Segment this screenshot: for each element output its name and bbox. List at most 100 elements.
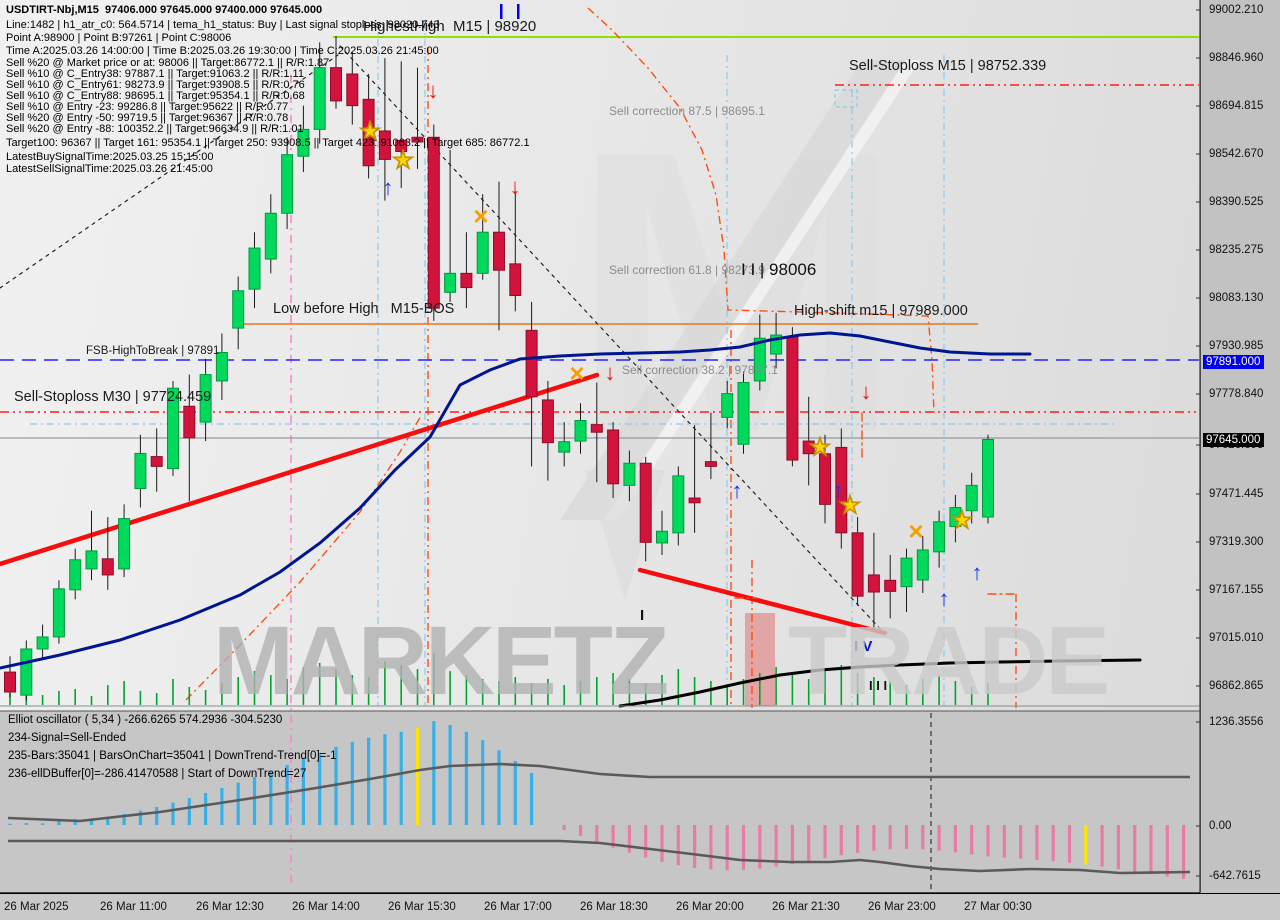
last-price-box: 97645.000: [1203, 433, 1265, 447]
oscillator-info-line: Elliot oscillator ( 5,34 ) -266.6265 574…: [8, 714, 283, 726]
candle-body: [835, 446, 848, 534]
ma-line-black[interactable]: [618, 658, 1142, 708]
candle-body: [460, 272, 473, 289]
candle-body: [982, 438, 994, 518]
annotation-wave-iii-label[interactable]: I I I: [869, 678, 888, 693]
candle-body: [965, 484, 978, 512]
watermark-logo-arrow: [585, 470, 665, 600]
price-axis[interactable]: 99002.210 98846.960 98694.815 98542.670 9839…: [1200, 0, 1280, 893]
sell-arrow-icon: ↓: [861, 379, 872, 404]
annotation-low-before-high-label[interactable]: Low before High M15-BOS: [273, 301, 455, 317]
star-marker: ★: [392, 147, 414, 174]
oscillator-upper-line[interactable]: [7, 762, 1190, 823]
candle-body: [639, 462, 652, 543]
candle-body: [134, 452, 147, 490]
candle-body: [753, 337, 766, 382]
candle-body: [85, 550, 98, 570]
candle-body: [476, 231, 489, 274]
star-marker: ★: [359, 118, 381, 145]
candle-body: [248, 247, 261, 290]
annotation-sell-correction-382-label[interactable]: Sell correction 38.2 | 97887.1: [622, 363, 778, 377]
annotation-high-shift-label[interactable]: High-shift m15 | 97989.000: [794, 303, 968, 319]
oscillator-info-line: 236-ellDBuffer[0]=-286.41470588 | Start …: [8, 768, 307, 780]
info-line: Sell %10 @ C_Entry61: 98273.9 || Target:…: [6, 79, 305, 91]
candle-body: [819, 453, 831, 505]
candle-body: [607, 429, 620, 485]
annotation-point-c-label[interactable]: I I | 98006: [741, 260, 817, 279]
price-axis-label: 98235.275: [1209, 244, 1264, 256]
candle-body: [558, 441, 571, 453]
time-axis-label: 26 Mar 12:30: [196, 901, 264, 913]
annotation-highest-high-label[interactable]: HighestHigh M15 | 98920: [363, 18, 537, 35]
watermark-logo-slash-light: [604, 60, 920, 520]
time-axis-label: 27 Mar 00:30: [964, 901, 1032, 913]
star-marker: ★: [809, 434, 831, 461]
candle-body: [493, 231, 505, 271]
candle-body: [199, 374, 212, 423]
time-axis-label: 26 Mar 11:00: [100, 901, 167, 913]
candle-body: [69, 559, 82, 591]
time-axis-label: 26 Mar 14:00: [292, 901, 360, 913]
price-axis-label: 98846.960: [1209, 52, 1264, 64]
annotation-sell-stoploss-m30-label[interactable]: Sell-Stoploss M30 | 97724.459: [14, 389, 212, 405]
watermark-logo-slash: [560, 60, 905, 520]
candle-body: [884, 579, 897, 592]
time-axis-label: 26 Mar 15:30: [388, 901, 456, 913]
candle-body: [281, 154, 294, 214]
oscillator-axis-label: -642.7615: [1209, 870, 1261, 882]
info-line: Sell %20 @ Market price or at: 98006 || …: [6, 57, 330, 69]
oscillator-lower-line[interactable]: [8, 839, 1191, 875]
sell-arrow-icon: ↓: [605, 360, 616, 385]
red-trendline-down[interactable]: [637, 567, 888, 636]
price-axis-label: 98542.670: [1209, 148, 1264, 160]
candle-body: [346, 73, 359, 107]
time-axis-label: 26 Mar 21:30: [772, 901, 840, 913]
price-axis-label: 97471.445: [1209, 488, 1264, 500]
x-cross-marker: ×: [473, 201, 488, 231]
candle-body: [215, 351, 228, 382]
price-axis-label: 98083.130: [1209, 292, 1264, 304]
annotation-sell-stoploss-m15-label[interactable]: Sell-Stoploss M15 | 98752.339: [849, 58, 1047, 74]
info-line: Target100: 96367 || Target 161: 95354.1 …: [6, 137, 530, 149]
orange-trail-up[interactable]: [185, 413, 423, 701]
orange-trail-down[interactable]: [587, 7, 935, 414]
candle-body: [167, 387, 179, 470]
price-axis-label: 97778.840: [1209, 388, 1264, 400]
annotation-wave-i-label[interactable]: I: [640, 607, 645, 624]
time-axis[interactable]: 26 Mar 2025 26 Mar 11:00 26 Mar 12:30 26 Ma…: [0, 893, 1280, 920]
annotation-fsb-high-to-break-label[interactable]: FSB-HighToBreak | 97891: [86, 345, 220, 357]
candle-body: [786, 336, 799, 461]
annotation-sell-correction-618-label[interactable]: Sell correction 61.8 | 98273.9: [609, 263, 765, 277]
info-line: Sell %10 @ C_Entry38: 97887.1 || Target:…: [6, 68, 304, 80]
price-axis-label: 97930.985: [1209, 340, 1264, 352]
info-line: Sell %10 @ Entry -23: 99286.8 || Target:…: [6, 101, 289, 113]
black-dash-down[interactable]: [339, 45, 885, 634]
info-line: Sell %20 @ Entry -88: 100352.2 || Target…: [6, 123, 304, 135]
candle-body: [900, 557, 913, 588]
candle-body: [851, 532, 864, 597]
candle-body: [52, 588, 65, 638]
red-trendline-up[interactable]: [0, 372, 600, 567]
sell-arrow-icon: ↓: [510, 174, 521, 199]
info-line: Time A:2025.03.26 14:00:00 | Time B:2025…: [6, 45, 439, 57]
oscillator-panel-bg: [0, 711, 1200, 893]
annotation-sell-correction-875-label[interactable]: Sell correction 87.5 | 98695.1: [609, 104, 765, 118]
ma-line-navy[interactable]: [0, 331, 1032, 670]
x-cross-marker: ×: [908, 516, 923, 546]
candle-body: [590, 424, 603, 433]
buy-arrow-icon: ↑: [833, 478, 844, 503]
candle-body: [395, 139, 408, 153]
annotation-wave-iv-label[interactable]: I V: [854, 638, 873, 655]
info-line: Point A:98900 | Point B:97261 | Point C:…: [6, 32, 232, 44]
candle-body: [770, 334, 783, 355]
candle-body: [297, 128, 310, 157]
candle-body: [183, 405, 196, 439]
candle-body: [541, 399, 554, 444]
oscillator-axis-label: 0.00: [1209, 820, 1232, 832]
price-axis-label: 98390.525: [1209, 196, 1264, 208]
buy-arrow-icon: ↑: [732, 478, 743, 503]
price-axis-label: 97319.300: [1209, 536, 1264, 548]
candle-body: [118, 518, 131, 570]
info-line: LatestBuySignalTime:2025.03.25 15:15:00: [6, 151, 214, 163]
price-axis-label: 99002.210: [1209, 4, 1264, 16]
